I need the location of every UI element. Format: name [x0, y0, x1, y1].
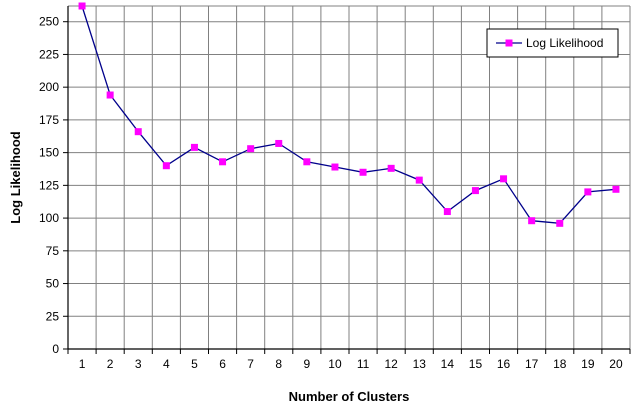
data-point	[556, 219, 564, 227]
axes	[63, 6, 631, 354]
data-point	[303, 158, 311, 166]
y-tick-label: 225	[39, 47, 59, 61]
x-tick-label: 18	[553, 357, 567, 371]
y-tick-label: 175	[39, 113, 59, 127]
gridlines	[67, 5, 631, 349]
x-tick-label: 11	[357, 357, 370, 371]
data-point	[134, 128, 142, 136]
data-point	[331, 163, 339, 171]
y-tick-label: 250	[39, 15, 59, 29]
x-tick-label: 7	[247, 357, 254, 371]
x-tick-label: 12	[384, 357, 398, 371]
legend: Log Likelihood	[486, 28, 619, 58]
x-tick-label: 13	[413, 357, 427, 371]
series-line	[81, 5, 616, 224]
x-tick-label: 1	[79, 357, 86, 371]
y-tick-label: 100	[39, 211, 59, 225]
data-point	[415, 176, 423, 184]
y-tick-label: 25	[46, 309, 60, 323]
data-point	[528, 217, 536, 225]
data-point	[584, 188, 592, 196]
x-tick-label: 19	[581, 357, 595, 371]
x-tick-label: 6	[219, 357, 226, 371]
data-point	[612, 185, 620, 193]
y-tick-label: 150	[39, 146, 59, 160]
x-axis-title: Number of Clusters	[289, 389, 410, 404]
y-tick-label: 50	[46, 277, 60, 291]
x-tick-label: 15	[469, 357, 483, 371]
x-tick-label: 8	[275, 357, 282, 371]
x-tick-label: 5	[191, 357, 198, 371]
data-point	[247, 145, 255, 153]
y-axis-title: Log Likelihood	[8, 131, 23, 223]
data-point	[106, 91, 114, 99]
x-tick-label: 2	[107, 357, 114, 371]
x-tick-label: 4	[163, 357, 170, 371]
series-markers	[78, 2, 620, 227]
series-line-path	[81, 5, 616, 224]
data-point	[359, 168, 367, 176]
x-tick-label: 10	[328, 357, 342, 371]
x-tick-label: 3	[135, 357, 142, 371]
data-point	[78, 2, 86, 10]
x-tick-label: 20	[609, 357, 623, 371]
data-point	[190, 143, 198, 151]
y-tick-label: 125	[39, 178, 59, 192]
data-point	[387, 164, 395, 172]
x-tick-label: 14	[441, 357, 455, 371]
x-tick-label: 9	[304, 357, 311, 371]
data-point	[219, 158, 227, 166]
legend-label: Log Likelihood	[526, 36, 603, 50]
data-point	[443, 208, 451, 216]
legend-marker-sample	[505, 39, 513, 47]
data-point	[162, 162, 170, 170]
x-tick-label: 16	[497, 357, 511, 371]
x-tick-label: 17	[525, 357, 539, 371]
data-point	[471, 187, 479, 195]
y-tick-label: 200	[39, 80, 59, 94]
data-point	[275, 139, 283, 147]
y-tick-label: 0	[52, 342, 59, 356]
y-tick-label: 75	[46, 244, 60, 258]
data-point	[500, 175, 508, 183]
